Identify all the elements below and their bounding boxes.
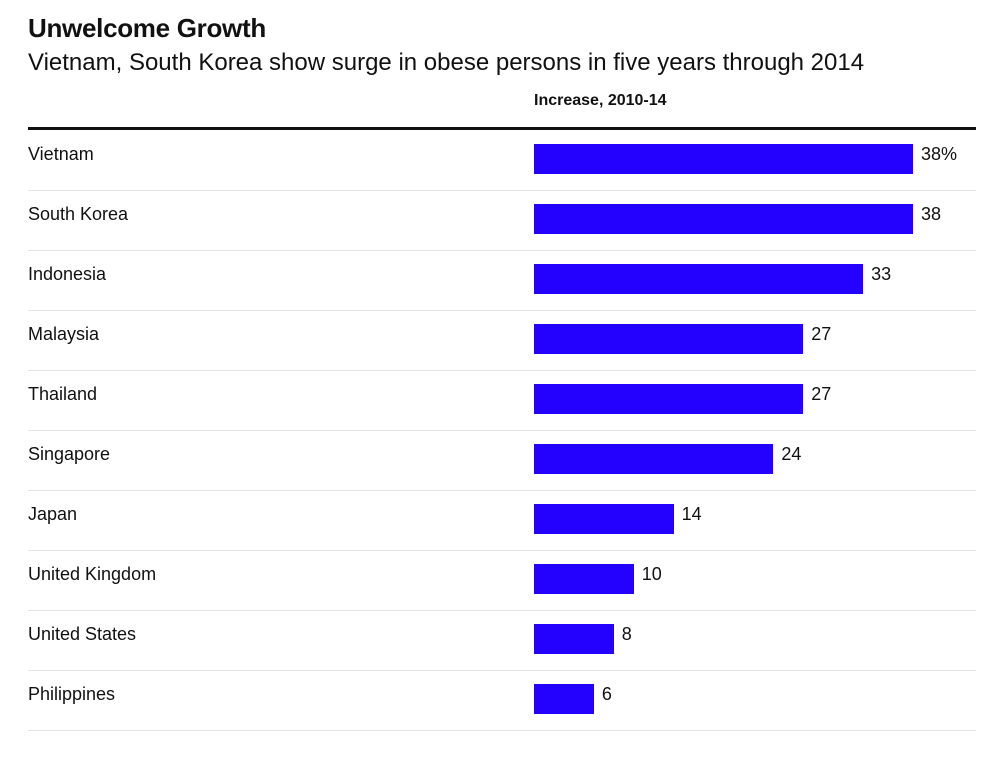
bar bbox=[534, 324, 804, 354]
data-label: 10 bbox=[641, 564, 662, 584]
chart-title: Unwelcome Growth bbox=[28, 13, 266, 43]
table-row: United States 8 bbox=[28, 610, 976, 671]
table-row: Philippines 6 bbox=[28, 670, 976, 731]
bar bbox=[534, 264, 864, 294]
data-label: 8 bbox=[621, 624, 632, 644]
category-label: Malaysia bbox=[28, 324, 100, 344]
category-label: United Kingdom bbox=[28, 564, 157, 584]
data-label: 38% bbox=[921, 144, 958, 164]
data-label: 33 bbox=[871, 264, 892, 284]
bar bbox=[534, 144, 913, 174]
table-row: United Kingdom 10 bbox=[28, 550, 976, 611]
category-label: Japan bbox=[28, 504, 78, 524]
data-label: 27 bbox=[811, 324, 832, 344]
chart-subtitle: Vietnam, South Korea show surge in obese… bbox=[28, 49, 865, 76]
table-row: Vietnam 38% bbox=[28, 130, 976, 191]
category-label: Vietnam bbox=[28, 144, 94, 164]
data-label: 38 bbox=[921, 204, 942, 224]
table-row: Japan 14 bbox=[28, 490, 976, 551]
data-label: 24 bbox=[781, 444, 802, 464]
table-row: Thailand 27 bbox=[28, 370, 976, 431]
category-label: Singapore bbox=[28, 444, 111, 464]
table-row: Singapore 24 bbox=[28, 430, 976, 491]
data-label: 6 bbox=[601, 684, 612, 704]
category-label: South Korea bbox=[28, 204, 129, 224]
table-row: Malaysia 27 bbox=[28, 310, 976, 371]
bar bbox=[534, 684, 594, 714]
bar bbox=[534, 504, 674, 534]
data-label: 14 bbox=[681, 504, 702, 524]
column-header: Increase, 2010-14 bbox=[534, 92, 667, 109]
category-label: Philippines bbox=[28, 684, 116, 704]
table-row: South Korea 38 bbox=[28, 190, 976, 251]
table-row: Indonesia 33 bbox=[28, 250, 976, 311]
bar bbox=[534, 204, 913, 234]
category-label: Indonesia bbox=[28, 264, 107, 284]
category-label: United States bbox=[28, 624, 137, 644]
bar bbox=[534, 564, 634, 594]
data-label: 27 bbox=[811, 384, 832, 404]
bar bbox=[534, 444, 774, 474]
bar bbox=[534, 384, 804, 414]
bar bbox=[534, 624, 614, 654]
header-rule bbox=[28, 127, 976, 130]
category-label: Thailand bbox=[28, 384, 98, 404]
